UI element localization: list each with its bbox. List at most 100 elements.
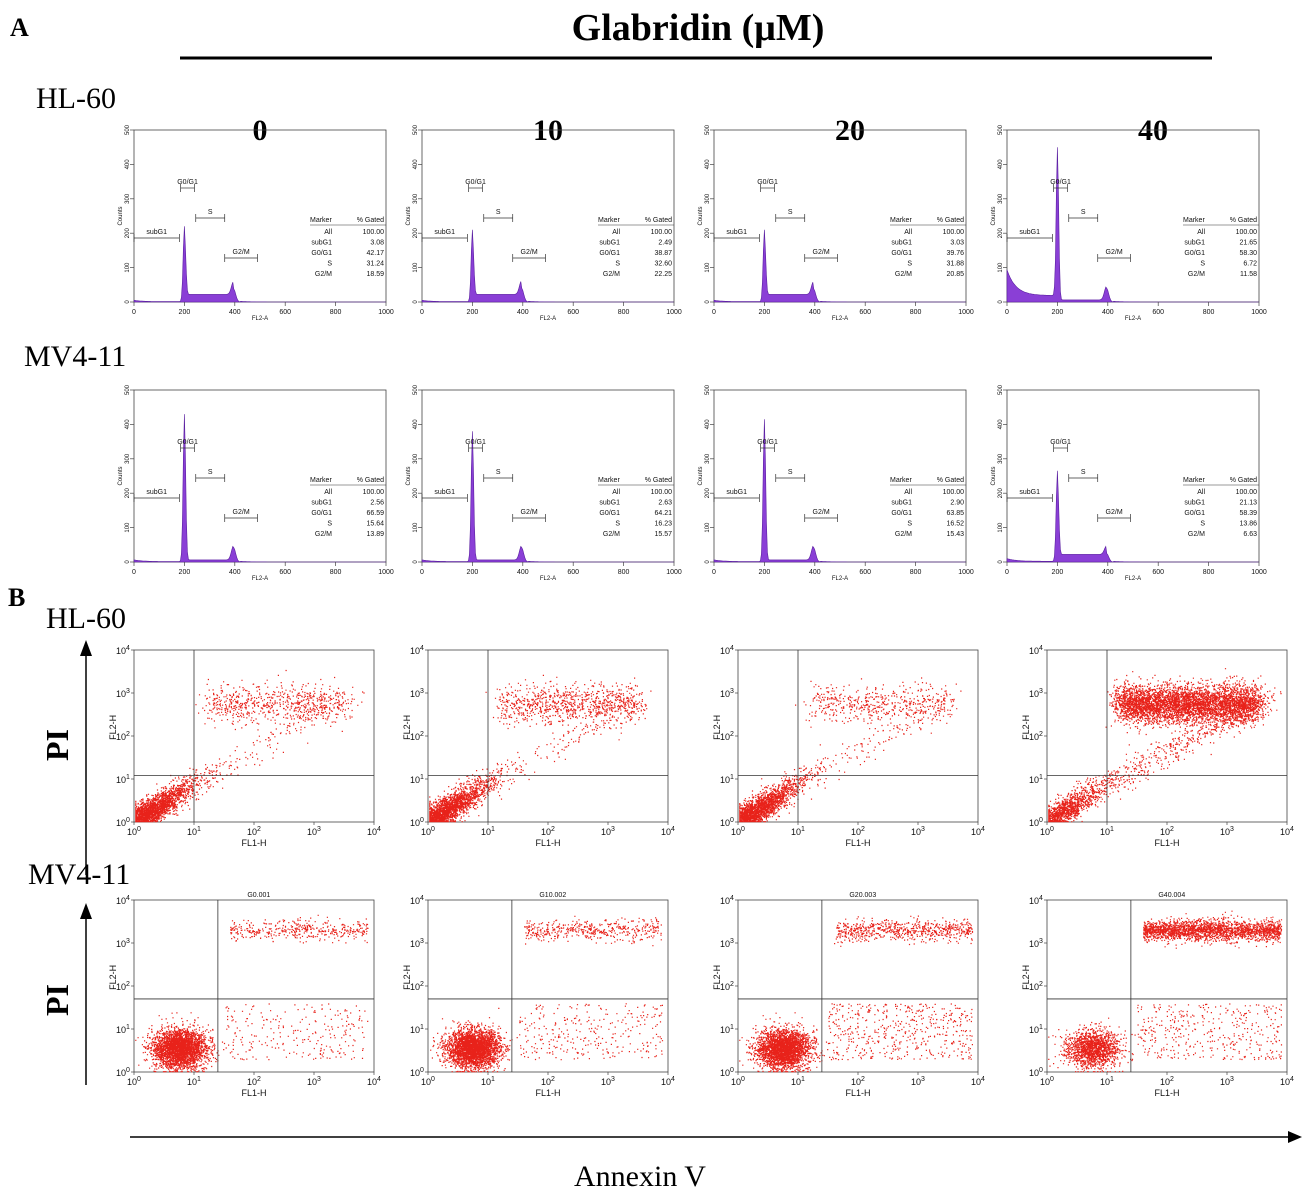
table-marker: G0/G1	[891, 250, 912, 257]
x-tick-label: 400	[517, 569, 529, 576]
table-value: 100.00	[363, 489, 385, 496]
table-value: 16.52	[946, 521, 964, 528]
x-tick-label: 400	[809, 569, 821, 576]
table-value: 100.00	[1236, 489, 1258, 496]
y-tick-label: 103	[1029, 938, 1043, 949]
table-value: 42.17	[366, 250, 384, 257]
gate-g0g1-label: G0/G1	[465, 439, 486, 446]
histogram-frame	[133, 129, 387, 303]
table-value: 13.86	[1239, 521, 1257, 528]
y-tick-label: 500	[125, 124, 131, 135]
table-header-marker: Marker	[598, 477, 620, 484]
y-tick-label: 300	[413, 193, 419, 204]
y-tick-label: 300	[705, 453, 711, 464]
y-tick-label: 101	[720, 1024, 734, 1035]
scatter-points	[430, 915, 664, 1073]
table-marker: G0/G1	[1184, 250, 1205, 257]
histogram-area	[1006, 147, 1259, 303]
y-tick-label: 100	[998, 522, 1004, 533]
x-tick-label: 0	[420, 309, 424, 316]
gate-g0g1-label: G0/G1	[757, 179, 778, 186]
x-tick-label: 103	[1220, 826, 1234, 837]
x-tick-label: 104	[1280, 826, 1294, 837]
pi-label-top: PI	[39, 729, 75, 761]
x-tick-label: 600	[859, 309, 871, 316]
x-tick-label: 800	[330, 309, 342, 316]
concentration-label-10: 10	[533, 114, 563, 147]
gate-s-label: S	[788, 209, 793, 216]
x-tick-label: 600	[279, 569, 291, 576]
x-tick-label: 103	[307, 826, 321, 837]
x-tick-label: 800	[618, 309, 630, 316]
y-tick-label: 103	[720, 938, 734, 949]
table-header-gated: % Gated	[937, 217, 964, 224]
x-axis-label: FL1-H	[1154, 838, 1179, 848]
y-tick-label: 100	[116, 1067, 130, 1078]
histogram-panel: 0 200 400 600 800 1000 0 100 200 300 400 500 FL2-A Co…	[118, 124, 394, 322]
y-tick-label: 200	[125, 228, 131, 239]
table-value: 39.76	[946, 250, 964, 257]
y-tick-label: 300	[413, 453, 419, 464]
x-tick-label: 600	[279, 309, 291, 316]
y-tick-label: 100	[705, 522, 711, 533]
y-axis-label: Counts	[118, 466, 124, 485]
histogram-area	[133, 226, 386, 303]
table-marker: G0/G1	[311, 250, 332, 257]
y-tick-label: 400	[125, 159, 131, 170]
table-value: 21.65	[1239, 240, 1257, 247]
histogram-panel: 0 200 400 600 800 1000 0 100 200 300 400 500 FL2-A Co…	[118, 384, 394, 582]
y-tick-label: 100	[116, 817, 130, 828]
x-tick-label: 103	[601, 826, 615, 837]
x-tick-label: 101	[1100, 826, 1114, 837]
histogram-area	[133, 414, 386, 563]
annexin-arrow-head	[1288, 1131, 1302, 1143]
table-value: 6.72	[1243, 261, 1257, 268]
x-tick-label: 103	[601, 1076, 615, 1087]
x-tick-label: 600	[1152, 569, 1164, 576]
gate-g2m-label: G2/M	[813, 249, 830, 256]
table-value: 58.30	[1239, 250, 1257, 257]
table-marker: All	[904, 489, 912, 496]
y-tick-label: 400	[998, 159, 1004, 170]
x-tick-label: 800	[910, 309, 922, 316]
x-tick-label: 1000	[378, 569, 394, 576]
y-axis-label: FL2-H	[1021, 715, 1031, 740]
y-tick-label: 400	[705, 419, 711, 430]
x-axis-label: FL2-A	[252, 576, 268, 582]
x-tick-label: 600	[1152, 309, 1164, 316]
y-axis-label: Counts	[991, 466, 997, 485]
histogram-panel: 0 200 400 600 800 1000 0 100 200 300 400 500 FL2-A Co…	[698, 124, 974, 322]
table-header-marker: Marker	[310, 217, 332, 224]
histogram-frame	[713, 389, 967, 563]
x-tick-label: 400	[517, 309, 529, 316]
x-axis-label: FL1-H	[845, 1088, 870, 1098]
y-tick-label: 500	[998, 384, 1004, 395]
table-value: 15.64	[366, 521, 384, 528]
table-value: 22.25	[654, 271, 672, 278]
x-tick-label: 102	[851, 826, 865, 837]
x-tick-label: 200	[1052, 309, 1064, 316]
y-tick-label: 101	[410, 774, 424, 785]
y-tick-label: 100	[413, 522, 419, 533]
y-axis-label: Counts	[406, 466, 412, 485]
x-tick-label: 800	[1203, 569, 1215, 576]
table-value: 58.39	[1239, 510, 1257, 517]
y-tick-label: 103	[410, 938, 424, 949]
x-tick-label: 400	[1102, 309, 1114, 316]
table-value: 2.56	[370, 500, 384, 507]
table-marker: G2/M	[603, 271, 620, 278]
row-label-a-bottom: MV4-11	[24, 340, 126, 373]
y-tick-label: 200	[413, 488, 419, 499]
table-value: 100.00	[651, 489, 673, 496]
y-tick-label: 102	[720, 981, 734, 992]
histogram-frame	[713, 129, 967, 303]
y-tick-label: 101	[116, 774, 130, 785]
table-marker: S	[327, 261, 332, 268]
gate-s-label: S	[208, 469, 213, 476]
table-value: 64.21	[654, 510, 672, 517]
y-tick-label: 100	[410, 817, 424, 828]
x-tick-label: 400	[229, 309, 241, 316]
x-tick-label: 103	[911, 1076, 925, 1087]
